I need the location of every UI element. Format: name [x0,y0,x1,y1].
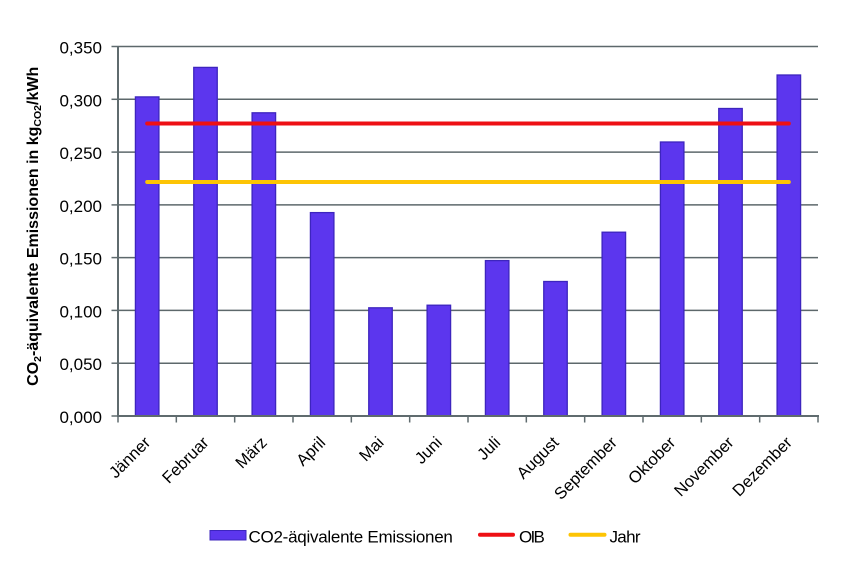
svg-text:CO2-äquivalente Emissionen in: CO2-äquivalente Emissionen in kgCO2/kWh [25,67,44,386]
svg-text:0,050: 0,050 [59,355,102,374]
svg-text:0,200: 0,200 [59,197,102,216]
svg-text:0,350: 0,350 [59,39,102,58]
svg-text:0,250: 0,250 [59,144,102,163]
svg-text:Jahr: Jahr [610,527,641,546]
svg-text:0,300: 0,300 [59,91,102,110]
svg-text:OIB: OIB [519,527,545,546]
svg-text:CO2-äqivalente Emissionen: CO2-äqivalente Emissionen [249,527,453,546]
svg-text:0,000: 0,000 [59,408,102,427]
svg-text:0,100: 0,100 [59,302,102,321]
svg-text:0,150: 0,150 [59,250,102,269]
